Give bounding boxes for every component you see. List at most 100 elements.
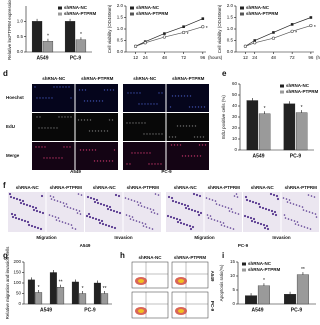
legend-label: shRNA-NC — [286, 83, 310, 88]
cell — [156, 103, 158, 105]
assay-label: Migration — [36, 235, 56, 240]
cell — [257, 202, 261, 206]
y-axis-label: Apoptosis ratio(%) — [219, 264, 224, 301]
cell — [232, 228, 235, 230]
cell — [176, 220, 180, 224]
cell — [129, 163, 131, 165]
column-label: shRNA-PTPRM — [285, 185, 318, 190]
marker — [253, 41, 257, 45]
cell — [301, 206, 304, 208]
cell — [187, 155, 190, 157]
cell — [91, 216, 95, 220]
cell — [140, 205, 143, 207]
cell — [77, 193, 80, 195]
column-label: shRNA-NC — [133, 76, 157, 81]
cell — [251, 200, 255, 204]
cell — [144, 103, 146, 105]
cell — [172, 216, 176, 220]
cell — [179, 144, 182, 146]
x-tick-label: PC-9 — [70, 55, 82, 61]
cell — [57, 217, 60, 219]
marker — [201, 25, 205, 29]
cell — [275, 194, 279, 198]
row-label: Hoechst — [6, 95, 24, 100]
y-axis-label: Cell viability (OD450nm) — [217, 4, 222, 53]
cell — [39, 97, 41, 99]
cell — [200, 106, 203, 108]
cell — [85, 149, 88, 151]
cell — [185, 223, 189, 227]
significance: * — [47, 34, 49, 40]
y-tick-label: 30 — [232, 114, 238, 119]
cell — [137, 204, 140, 206]
cell — [307, 194, 310, 196]
cell — [305, 210, 308, 212]
cell — [233, 195, 236, 197]
cell — [149, 133, 151, 135]
cell — [223, 225, 226, 227]
cell — [20, 218, 24, 222]
cell — [76, 212, 79, 214]
cell — [249, 216, 253, 220]
x-tick-label: PC-9 — [84, 307, 96, 313]
cell — [264, 207, 268, 211]
cell — [92, 197, 96, 201]
y-tick-label: 0 — [232, 301, 235, 306]
significance: ** — [59, 280, 63, 286]
cell — [171, 95, 174, 97]
cell — [176, 125, 179, 127]
y-tick-label: 0.5 — [117, 38, 124, 43]
cell — [168, 136, 171, 138]
cell — [271, 212, 275, 216]
cell — [130, 92, 132, 94]
cell — [56, 200, 59, 202]
cell — [205, 197, 208, 199]
y-tick-label: 5 — [232, 287, 235, 292]
bar — [295, 112, 308, 151]
cell — [63, 146, 65, 148]
cell — [67, 116, 69, 118]
cell — [22, 202, 26, 206]
cell — [204, 144, 207, 146]
significance: * — [82, 286, 84, 292]
cell — [58, 220, 61, 222]
transwell-image — [204, 192, 242, 232]
significance: * — [264, 106, 266, 112]
cell — [135, 122, 137, 124]
cell — [282, 197, 285, 199]
legend-swatch — [130, 6, 134, 10]
cell — [170, 196, 174, 200]
cell — [106, 130, 109, 132]
assay-label: Invasion — [114, 235, 133, 240]
cell — [91, 130, 94, 132]
cell — [33, 225, 37, 229]
marker — [309, 23, 313, 28]
cell — [110, 225, 114, 229]
cell — [148, 227, 151, 229]
column-label: shRNA-NC — [93, 185, 117, 190]
y-tick-label: 100 — [13, 280, 21, 285]
cell — [94, 149, 97, 151]
cell — [295, 204, 298, 206]
y-tick-label: 20 — [232, 125, 238, 130]
cell — [154, 163, 156, 165]
population — [138, 309, 144, 313]
cell — [198, 144, 201, 146]
y-tick-label: 50 — [16, 291, 22, 296]
population — [138, 279, 144, 283]
significance: * — [314, 25, 316, 31]
cell — [188, 224, 192, 228]
cell — [179, 125, 182, 127]
cell — [95, 100, 98, 102]
legend-label: shRNA-NC — [136, 5, 160, 10]
cell — [62, 86, 64, 88]
cell — [152, 133, 154, 135]
significance: * — [38, 285, 40, 291]
cell — [191, 125, 194, 127]
cell — [188, 125, 191, 127]
y-tick-label: 0.0 — [117, 49, 124, 54]
cell — [302, 209, 305, 211]
cell — [222, 222, 225, 224]
cell — [201, 144, 204, 146]
cell — [31, 205, 35, 209]
